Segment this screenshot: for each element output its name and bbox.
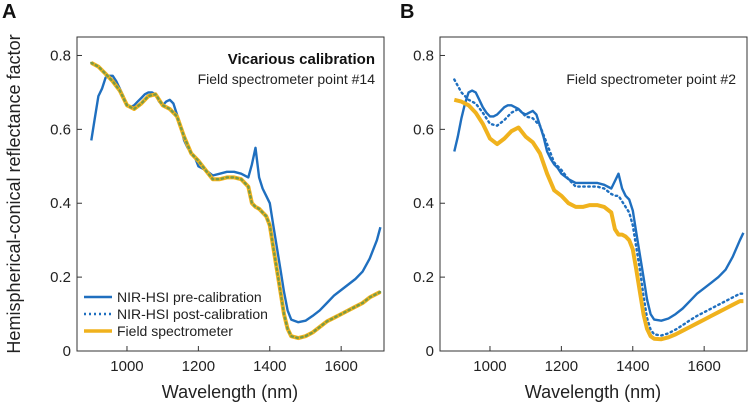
panel-b-xtick-label: 1400: [616, 358, 649, 375]
panel-b-ytick-label: 0: [426, 343, 434, 360]
panel-a-xtick-label: 1000: [110, 358, 143, 375]
panel-a-xlabel: Wavelength (nm): [162, 382, 298, 402]
panel-b-letter: B: [400, 1, 414, 23]
panel-a-ticks: 1000 1200 1400 1600 0 0.2 0.4 0.6 0.8: [50, 47, 358, 375]
panel-b-xlabel: Wavelength (nm): [525, 382, 661, 402]
panel-b-ytick-label: 0.2: [413, 269, 434, 286]
panel-b-ytick-label: 0.6: [413, 121, 434, 138]
panel-b-xtick-label: 1600: [687, 358, 720, 375]
panel-b-axes-frame: [439, 36, 748, 352]
panel-a-axes-frame: [76, 36, 385, 352]
panel-b-ticks: 1000 1200 1400 1600 0 0.2 0.4 0.6 0.8: [413, 47, 721, 375]
panel-b-xtick-label: 1200: [545, 358, 578, 375]
panel-a-series-nir-hsi-pre-calibration: [90, 74, 382, 324]
legend: NIR-HSI pre-calibration NIR-HSI post-cal…: [84, 289, 268, 339]
panel-b-series: [453, 78, 745, 342]
panel-a-xtick-label: 1400: [253, 358, 286, 375]
panel-a-subtitle: Field spectrometer point #14: [198, 71, 376, 87]
legend-label-post: NIR-HSI post-calibration: [117, 306, 268, 322]
panel-a-xtick-label: 1200: [182, 358, 215, 375]
panel-b-subtitle: Field spectrometer point #2: [566, 71, 736, 87]
panel-a-series: [90, 61, 382, 341]
panel-b-ytick-label: 0.4: [413, 195, 434, 212]
panel-b-series-nir-hsi-post-calibration: [453, 78, 745, 337]
panel-a-ytick-label: 0.4: [50, 195, 71, 212]
panel-a-series-nir-hsi-post-calibration: [90, 61, 382, 340]
panel-a-ytick-label: 0: [63, 343, 71, 360]
legend-label-pre: NIR-HSI pre-calibration: [117, 289, 262, 305]
panel-b-ytick-label: 0.8: [413, 47, 434, 64]
panel-b: B 1000 1200 1400 1600 0 0.2 0.4 0.6 0.8 Field sp…: [400, 1, 748, 402]
panel-b-xtick-label: 1000: [473, 358, 506, 375]
legend-label-field: Field spectrometer: [117, 323, 233, 339]
panel-a-ytick-label: 0.2: [50, 269, 71, 286]
y-axis-label: Hemispherical-conical reflectance factor: [4, 34, 24, 353]
panel-a-title: Vicarious calibration: [228, 51, 375, 68]
panel-a-ytick-label: 0.6: [50, 121, 71, 138]
panel-b-series-field-spectrometer: [453, 97, 744, 342]
panel-a-xtick-label: 1600: [324, 358, 357, 375]
panel-a-ytick-label: 0.8: [50, 47, 71, 64]
panel-a: A 1000 1200 1400 1600 0 0.2 0.4 0.6 0.8 Vicariou…: [2, 1, 385, 402]
panel-a-letter: A: [2, 1, 16, 23]
